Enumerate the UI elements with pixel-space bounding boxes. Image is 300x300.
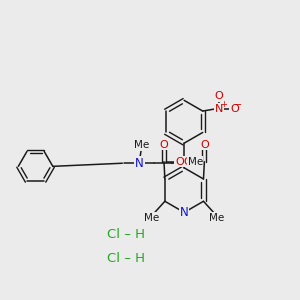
Text: O: O xyxy=(200,140,209,149)
Text: Cl – H: Cl – H xyxy=(107,228,145,241)
Text: O: O xyxy=(215,91,224,101)
Text: O: O xyxy=(175,157,184,167)
Text: Me: Me xyxy=(145,213,160,223)
Text: Me: Me xyxy=(134,140,149,150)
Text: O: O xyxy=(230,104,239,114)
Text: O: O xyxy=(184,157,192,167)
Text: +: + xyxy=(220,100,227,109)
Text: Me: Me xyxy=(208,213,224,223)
Text: N: N xyxy=(135,157,144,170)
Text: −: − xyxy=(234,100,242,110)
Text: N: N xyxy=(215,104,223,114)
Text: Me: Me xyxy=(188,157,203,167)
Text: N: N xyxy=(180,206,189,219)
Text: O: O xyxy=(160,140,168,149)
Text: Cl – H: Cl – H xyxy=(107,252,145,265)
